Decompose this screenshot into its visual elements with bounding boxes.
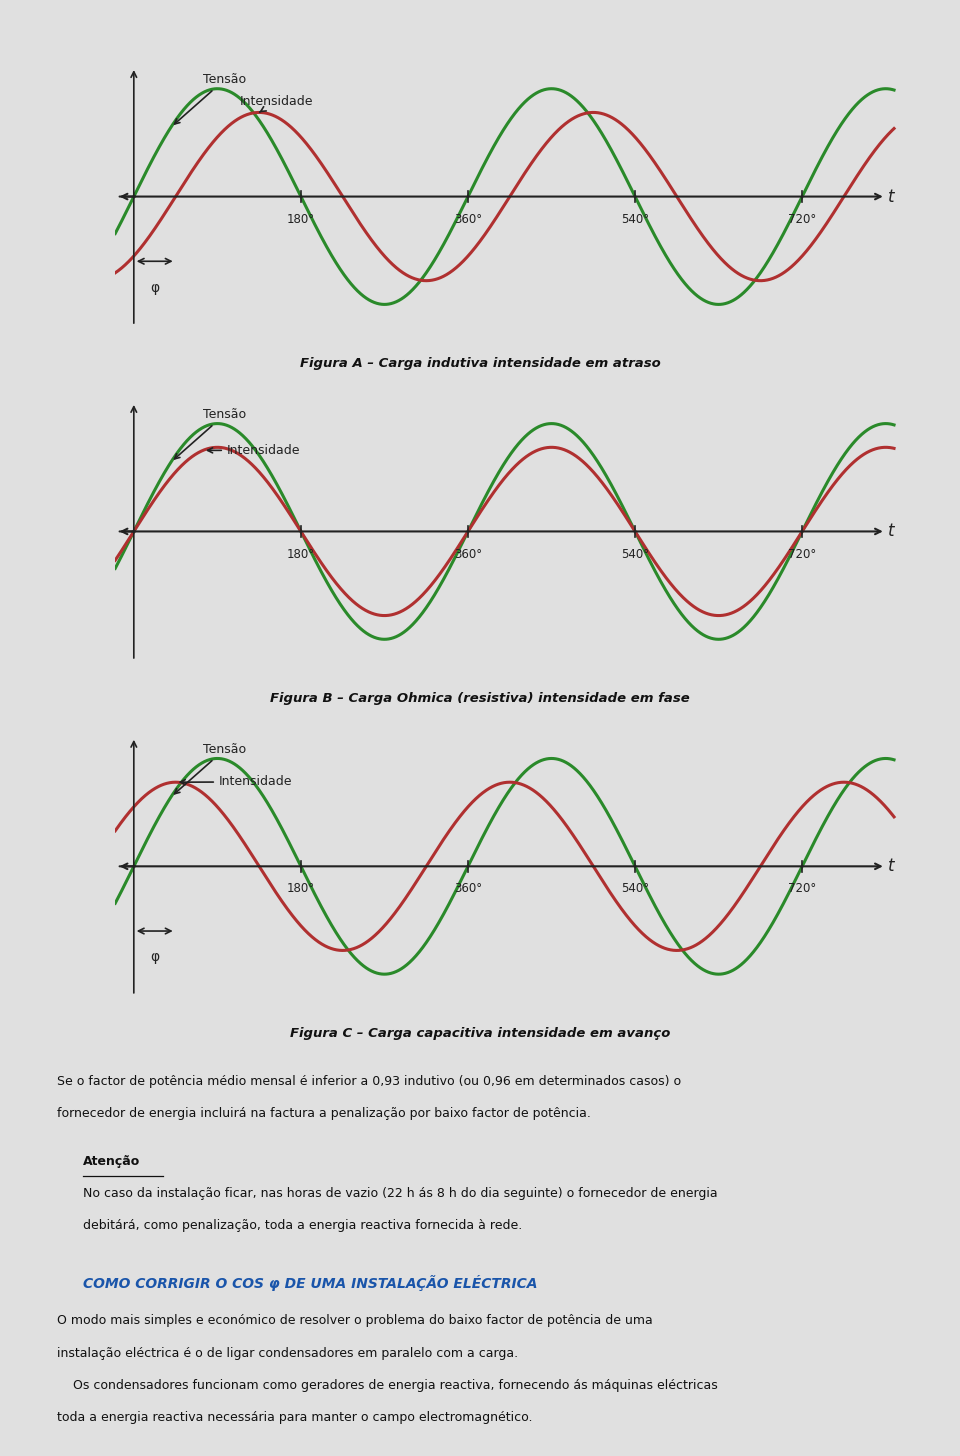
Text: 360°: 360° bbox=[454, 547, 482, 561]
Text: 180°: 180° bbox=[287, 213, 315, 226]
Text: fornecedor de energia incluirá na factura a penalização por baixo factor de potê: fornecedor de energia incluirá na factur… bbox=[57, 1107, 590, 1120]
Text: 180°: 180° bbox=[287, 882, 315, 895]
Text: Tensão: Tensão bbox=[175, 743, 246, 794]
Text: 540°: 540° bbox=[621, 213, 649, 226]
Text: Figura B – Carga Ohmica (resistiva) intensidade em fase: Figura B – Carga Ohmica (resistiva) inte… bbox=[270, 693, 690, 705]
Text: 720°: 720° bbox=[788, 882, 816, 895]
Text: Intensidade: Intensidade bbox=[180, 776, 293, 789]
Text: 360°: 360° bbox=[454, 882, 482, 895]
Text: Tensão: Tensão bbox=[175, 408, 246, 459]
Text: O modo mais simples e económico de resolver o problema do baixo factor de potênc: O modo mais simples e económico de resol… bbox=[57, 1315, 653, 1328]
Text: φ: φ bbox=[150, 281, 159, 294]
Text: Figura C – Carga capacitiva intensidade em avanço: Figura C – Carga capacitiva intensidade … bbox=[290, 1028, 670, 1040]
Text: toda a energia reactiva necessária para manter o campo electromagnético.: toda a energia reactiva necessária para … bbox=[57, 1411, 533, 1424]
Text: Atenção: Atenção bbox=[84, 1155, 140, 1168]
Text: debitárá, como penalização, toda a energia reactiva fornecida à rede.: debitárá, como penalização, toda a energ… bbox=[84, 1219, 522, 1232]
Text: Tensão: Tensão bbox=[175, 73, 246, 124]
Text: Os condensadores funcionam como geradores de energia reactiva, fornecendo ás máq: Os condensadores funcionam como geradore… bbox=[57, 1379, 717, 1392]
Text: t: t bbox=[888, 188, 895, 205]
Text: 540°: 540° bbox=[621, 547, 649, 561]
Text: 360°: 360° bbox=[454, 213, 482, 226]
Text: Se o factor de potência médio mensal é inferior a 0,93 indutivo (ou 0,96 em dete: Se o factor de potência médio mensal é i… bbox=[57, 1075, 681, 1088]
Text: 540°: 540° bbox=[621, 882, 649, 895]
Text: t: t bbox=[888, 858, 895, 875]
Text: No caso da instalação ficar, nas horas de vazio (22 h ás 8 h do dia seguinte) o : No caso da instalação ficar, nas horas d… bbox=[84, 1187, 718, 1200]
Text: Intensidade: Intensidade bbox=[240, 95, 314, 112]
Text: 720°: 720° bbox=[788, 213, 816, 226]
Text: t: t bbox=[888, 523, 895, 540]
Text: COMO CORRIGIR O COS φ DE UMA INSTALAÇÃO ELÉCTRICA: COMO CORRIGIR O COS φ DE UMA INSTALAÇÃO … bbox=[84, 1275, 538, 1291]
Text: φ: φ bbox=[150, 951, 159, 964]
Text: 180°: 180° bbox=[287, 547, 315, 561]
Text: Figura A – Carga indutiva intensidade em atraso: Figura A – Carga indutiva intensidade em… bbox=[300, 358, 660, 370]
Text: Intensidade: Intensidade bbox=[207, 444, 300, 457]
Text: 720°: 720° bbox=[788, 547, 816, 561]
Text: instalação eléctrica é o de ligar condensadores em paralelo com a carga.: instalação eléctrica é o de ligar conden… bbox=[57, 1347, 518, 1360]
